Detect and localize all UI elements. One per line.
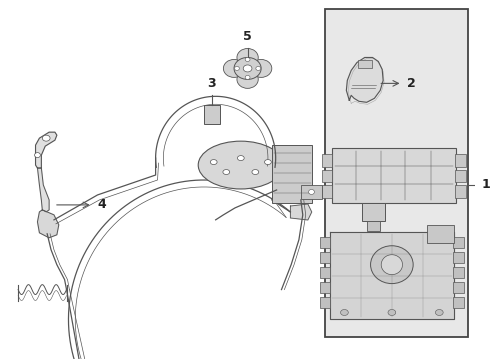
Text: 3: 3: [207, 77, 216, 90]
FancyBboxPatch shape: [320, 267, 330, 278]
Ellipse shape: [388, 310, 396, 315]
Ellipse shape: [198, 141, 283, 189]
FancyBboxPatch shape: [362, 203, 385, 221]
FancyBboxPatch shape: [453, 267, 464, 278]
Ellipse shape: [309, 189, 315, 194]
Ellipse shape: [42, 135, 50, 141]
FancyBboxPatch shape: [203, 105, 220, 124]
Ellipse shape: [436, 310, 443, 315]
FancyBboxPatch shape: [320, 237, 330, 248]
Ellipse shape: [381, 255, 402, 275]
FancyBboxPatch shape: [453, 252, 464, 263]
Polygon shape: [346, 58, 383, 102]
Text: 1: 1: [482, 179, 490, 192]
Ellipse shape: [243, 65, 252, 72]
FancyBboxPatch shape: [301, 185, 322, 199]
Ellipse shape: [341, 310, 348, 315]
FancyBboxPatch shape: [455, 185, 466, 198]
FancyBboxPatch shape: [272, 145, 313, 203]
Ellipse shape: [210, 159, 217, 165]
Ellipse shape: [265, 159, 271, 165]
FancyBboxPatch shape: [325, 9, 468, 337]
FancyBboxPatch shape: [427, 225, 454, 243]
Ellipse shape: [237, 71, 258, 88]
FancyBboxPatch shape: [367, 221, 380, 231]
Polygon shape: [330, 232, 454, 319]
Ellipse shape: [35, 153, 40, 158]
Ellipse shape: [238, 156, 244, 161]
Text: 4: 4: [98, 198, 106, 211]
FancyBboxPatch shape: [358, 60, 371, 68]
Ellipse shape: [235, 67, 239, 71]
FancyBboxPatch shape: [453, 297, 464, 308]
FancyBboxPatch shape: [455, 170, 466, 183]
Ellipse shape: [234, 58, 261, 80]
Ellipse shape: [256, 67, 261, 71]
Ellipse shape: [223, 170, 230, 175]
FancyBboxPatch shape: [321, 185, 332, 198]
Ellipse shape: [245, 75, 250, 80]
Text: 5: 5: [243, 30, 252, 42]
Ellipse shape: [223, 59, 245, 77]
FancyBboxPatch shape: [320, 252, 330, 263]
FancyBboxPatch shape: [321, 170, 332, 183]
FancyBboxPatch shape: [320, 282, 330, 293]
FancyBboxPatch shape: [453, 282, 464, 293]
Polygon shape: [38, 210, 59, 238]
FancyBboxPatch shape: [321, 154, 332, 167]
Polygon shape: [36, 132, 57, 168]
FancyBboxPatch shape: [453, 237, 464, 248]
Ellipse shape: [250, 59, 272, 77]
Polygon shape: [291, 204, 312, 220]
Ellipse shape: [237, 49, 258, 67]
Ellipse shape: [370, 246, 413, 284]
Polygon shape: [38, 168, 49, 212]
FancyBboxPatch shape: [455, 154, 466, 167]
FancyBboxPatch shape: [320, 297, 330, 308]
FancyBboxPatch shape: [332, 148, 456, 203]
Ellipse shape: [245, 58, 250, 62]
Text: 2: 2: [407, 77, 416, 90]
Ellipse shape: [252, 170, 259, 175]
